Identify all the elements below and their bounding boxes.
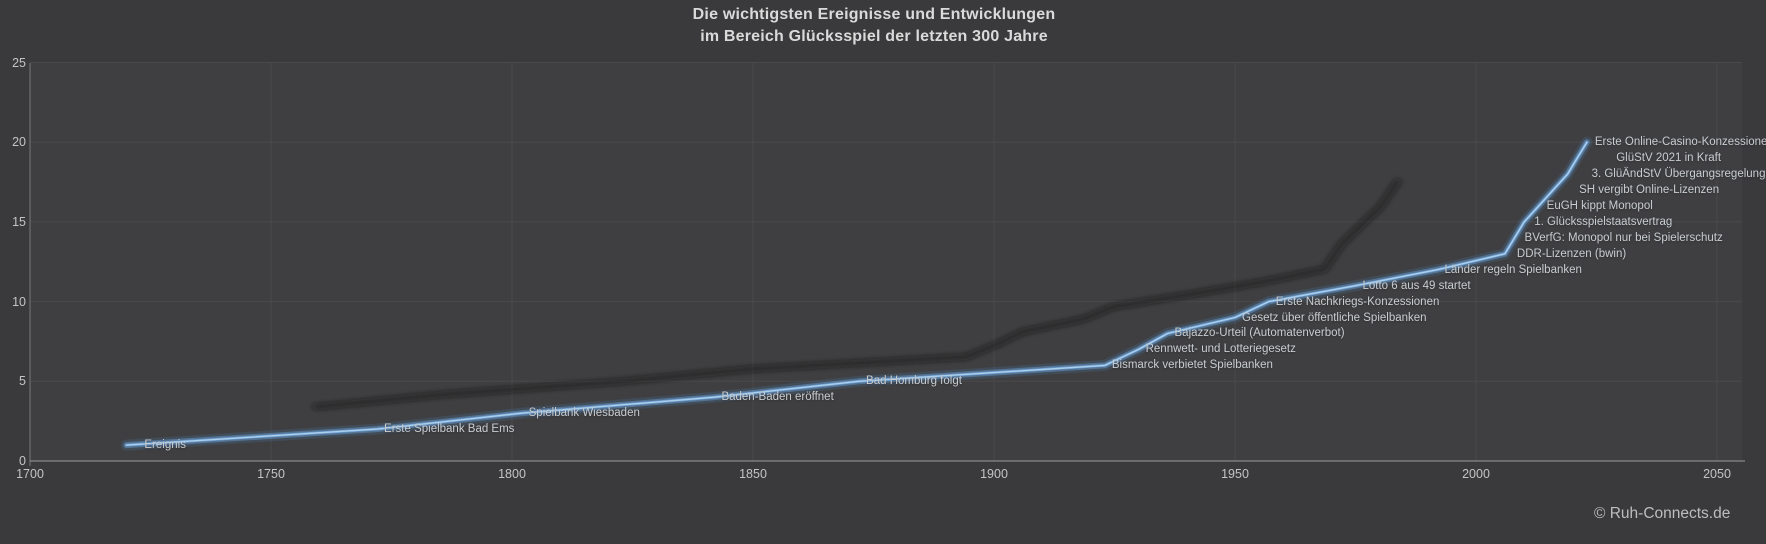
chart-title-block: Die wichtigsten Ereignisse und Entwicklu… xyxy=(0,4,1748,48)
x-tick-label: 1800 xyxy=(498,467,526,481)
x-tick-label: 1850 xyxy=(739,467,767,481)
event-label: Gesetz über öffentliche Spielbanken xyxy=(1242,311,1427,324)
event-label: GlüStV 2021 in Kraft xyxy=(1616,152,1722,165)
event-label: Erste Online-Casino-Konzessionen xyxy=(1594,136,1766,149)
copyright-text: © Ruh-Connects.de xyxy=(1594,505,1731,522)
event-label: Bad Homburg folgt xyxy=(866,375,962,388)
x-tick-label: 2000 xyxy=(1462,467,1490,481)
event-label: 1. Glücksspielstaatsvertrag xyxy=(1534,215,1673,228)
x-tick-label: 2050 xyxy=(1703,467,1731,481)
y-tick-label: 15 xyxy=(12,214,26,229)
chart-subtitle: im Bereich Glücksspiel der letzten 300 J… xyxy=(700,28,1048,45)
event-label: EuGH kippt Monopol xyxy=(1546,199,1653,212)
event-label: Länder regeln Spielbanken xyxy=(1444,263,1582,276)
event-label: 3. GlüÄndStV Übergangsregelung xyxy=(1591,168,1766,181)
event-label: Spielbank Wiesbaden xyxy=(528,407,640,420)
x-tick-label: 1700 xyxy=(16,467,44,481)
y-tick-label: 20 xyxy=(12,135,26,150)
y-tick-label: 10 xyxy=(12,294,26,309)
x-tick-label: 1750 xyxy=(257,467,285,481)
y-tick-label: 25 xyxy=(12,55,26,70)
shadow-line xyxy=(312,178,1402,410)
x-tick-label: 1900 xyxy=(980,467,1008,481)
event-label: Lotto 6 aus 49 startet xyxy=(1362,279,1471,292)
y-tick-label: 5 xyxy=(19,374,26,389)
event-label: Bajazzo-Urteil (Automatenverbot) xyxy=(1174,327,1345,340)
event-label: SH vergibt Online-Lizenzen xyxy=(1579,184,1720,197)
event-label: Erste Nachkriegs-Konzessionen xyxy=(1275,295,1440,308)
event-label: Erste Spielbank Bad Ems xyxy=(384,423,515,436)
event-label: Bismarck verbietet Spielbanken xyxy=(1111,359,1273,372)
x-tick-label: 1950 xyxy=(1221,467,1249,481)
event-label: BVerfG: Monopol nur bei Spielerschutz xyxy=(1524,231,1723,244)
chart-title: Die wichtigsten Ereignisse und Entwicklu… xyxy=(692,6,1056,23)
event-line xyxy=(120,136,1593,451)
y-tick-label: 0 xyxy=(19,454,26,468)
event-label: DDR-Lizenzen (bwin) xyxy=(1516,247,1627,260)
event-label: Ereignis xyxy=(144,439,186,452)
event-label: Baden-Baden eröffnet xyxy=(721,391,834,404)
event-label: Rennwett- und Lotteriegesetz xyxy=(1145,343,1296,356)
gridlines xyxy=(30,62,1742,461)
plot-area xyxy=(30,63,1742,461)
